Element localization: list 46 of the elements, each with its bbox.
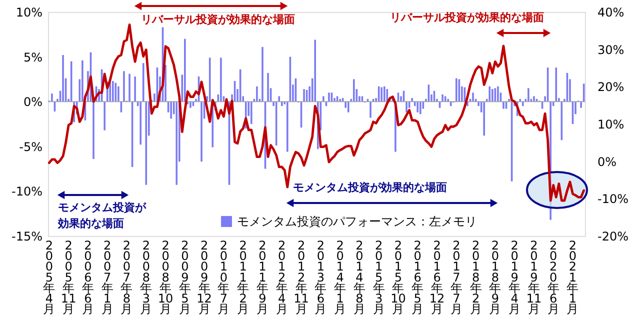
x-tick-label: 2019年4月 (508, 238, 521, 316)
x-tick-label: 2008年10月 (158, 238, 174, 316)
y-tick-label: 5% (23, 50, 42, 64)
x-tick-label: 2017年7月 (450, 238, 462, 316)
x-tick-label: 2015年10月 (390, 238, 406, 316)
x-tick-label: 2012年4月 (276, 238, 288, 316)
x-tick-label: 2011年2月 (237, 238, 250, 316)
x-tick-label: 2011年9月 (256, 238, 268, 316)
x-tick-label: 2018年9月 (489, 238, 502, 316)
x-tick-label: 2005年4月 (43, 238, 56, 316)
y-tick-label: -10% (11, 184, 42, 199)
x-tick-label: 2021年1月 (566, 238, 579, 316)
y2-tick-label: 0% (598, 154, 617, 169)
x-tick-label: 2010年7月 (218, 238, 230, 316)
x-tick-label: 2020年6月 (547, 238, 560, 316)
y2-tick-label: -10% (598, 192, 629, 206)
x-tick-label: 2019年11月 (526, 238, 542, 316)
y2-tick-label: -20% (598, 230, 629, 244)
x-tick-label: 2007年8月 (120, 238, 133, 316)
x-tick-label: 2015年3月 (372, 238, 385, 316)
y-tick-label: 10% (16, 6, 42, 20)
x-tick-label: 2009年5月 (178, 238, 191, 316)
x-tick-label: 2014年8月 (353, 238, 366, 316)
annotation: モメンタム投資が効果的な場面 (57, 201, 147, 230)
x-tick-label: 2014年1月 (334, 238, 346, 316)
y2-tick-label: 10% (598, 118, 624, 132)
y2-tick-label: 40% (598, 6, 624, 20)
annotation: リバーサル投資が効果的な場面 (390, 11, 544, 24)
y-tick-label: -15% (11, 230, 42, 244)
y2-tick-label: 30% (598, 42, 624, 57)
x-tick-label: 2016年12月 (429, 238, 445, 316)
x-tick-label: 2016年5月 (412, 238, 424, 316)
x-tick-label: 2012年11月 (294, 238, 309, 316)
x-tick-label: 2007年1月 (101, 238, 114, 316)
x-tick-label: 2018年2月 (470, 238, 482, 316)
y-tick-label: 0% (23, 95, 42, 110)
y2-tick-label: 20% (598, 80, 624, 94)
x-tick-label: 2008年3月 (140, 238, 152, 316)
annotation: モメンタム投資が効果的な場面 (293, 181, 447, 194)
x-tick-label: 2009年12月 (196, 238, 212, 316)
x-tick-label: 2006年6月 (82, 238, 94, 316)
annotation: リバーサル投資が効果的な場面 (141, 13, 295, 26)
y-tick-label: -5% (19, 140, 42, 154)
x-tick-label: 2013年6月 (314, 238, 327, 316)
x-tick-label: 2005年11月 (60, 238, 76, 316)
legend-label: モメンタム投資のパフォーマンス：左メモリ (237, 214, 477, 228)
